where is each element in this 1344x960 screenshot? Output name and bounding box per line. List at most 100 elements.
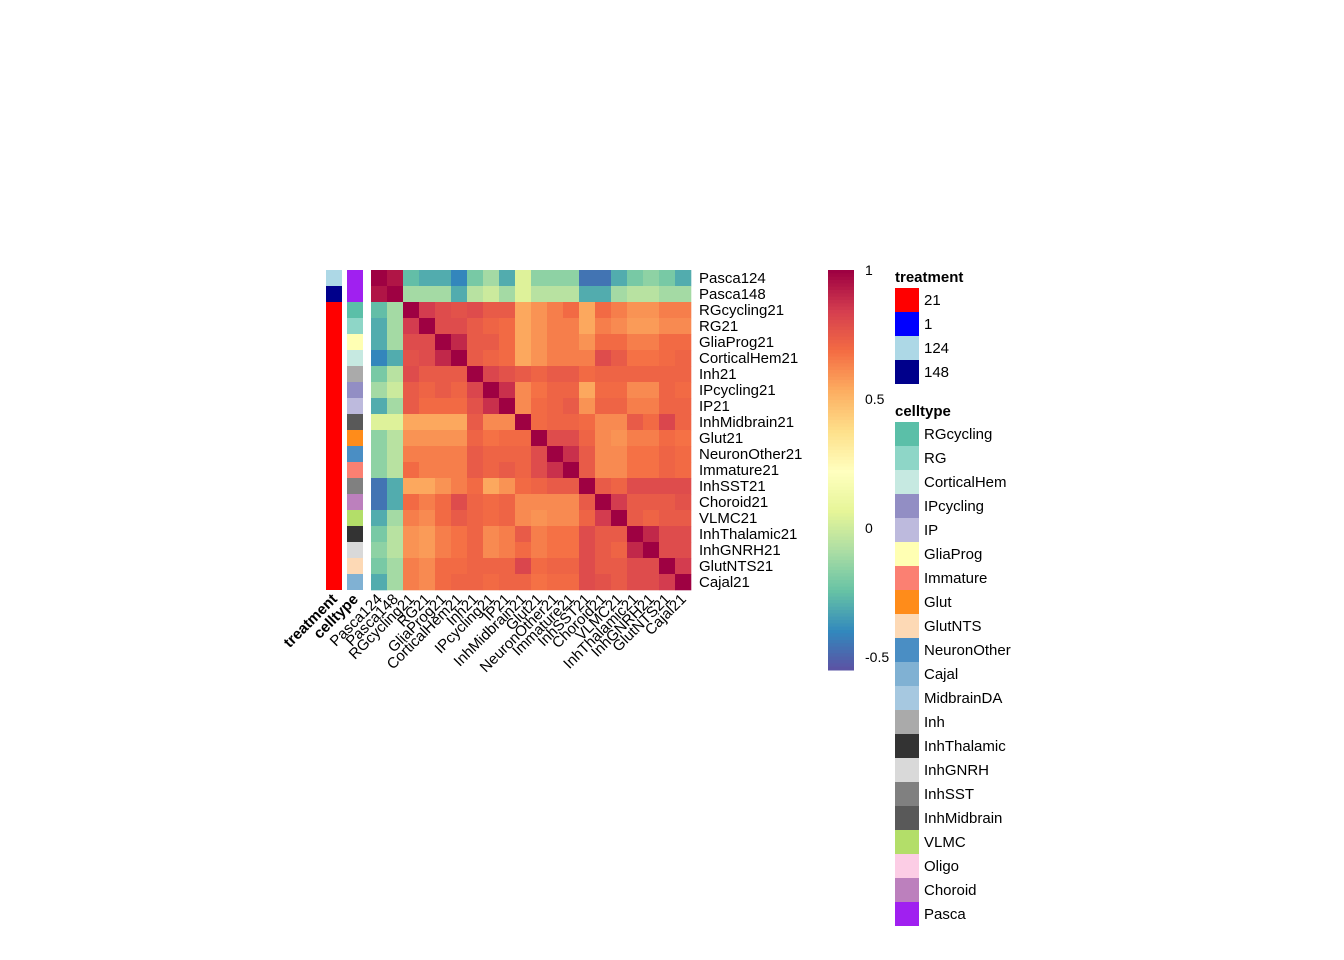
heatmap-cell	[483, 510, 500, 527]
heatmap-cell	[435, 478, 452, 495]
heatmap-cell	[403, 398, 420, 415]
colorbar-step	[828, 576, 854, 581]
colorbar-step	[828, 280, 854, 284]
heatmap-cell	[403, 526, 420, 543]
heatmap-cell	[595, 494, 612, 511]
heatmap-cell	[499, 334, 516, 351]
heatmap-cell	[403, 334, 420, 351]
heatmap-cell	[595, 318, 612, 335]
celltype-cell	[347, 526, 363, 542]
treatment-cell	[326, 574, 342, 590]
heatmap-cell	[403, 494, 420, 511]
colorbar-step	[828, 520, 854, 524]
heatmap-cell	[483, 478, 500, 495]
legend-label: Immature	[924, 570, 987, 587]
heatmap-cell	[595, 446, 612, 463]
colorbar-step	[828, 273, 854, 278]
treatment-cell	[326, 542, 342, 558]
heatmap-cell	[659, 286, 676, 303]
heatmap-cell	[595, 510, 612, 527]
treatment-cell	[326, 318, 342, 334]
colorbar-step	[828, 650, 854, 654]
heatmap-cell	[419, 574, 436, 591]
heatmap-cell	[403, 382, 420, 399]
colorbar-step	[828, 436, 854, 441]
heatmap-cell	[419, 270, 436, 287]
heatmap-cell	[451, 350, 468, 367]
heatmap-cell	[595, 414, 612, 431]
heatmap-cell	[611, 302, 628, 319]
heatmap-cell	[659, 462, 676, 479]
legend-label: Choroid	[924, 882, 977, 899]
heatmap-cell	[643, 270, 660, 287]
heatmap-cell	[419, 414, 436, 431]
celltype-cell	[347, 430, 363, 446]
heatmap-cell	[611, 462, 628, 479]
heatmap-cell	[643, 574, 660, 591]
heatmap-cell	[371, 526, 388, 543]
treatment-cell	[326, 398, 342, 414]
heatmap-cell	[483, 302, 500, 319]
colorbar-step	[828, 603, 854, 608]
heatmap-cell	[387, 478, 404, 495]
legend-swatch	[895, 494, 919, 518]
heatmap-cell	[547, 430, 564, 447]
heatmap-cell	[403, 574, 420, 591]
heatmap-cell	[627, 302, 644, 319]
heatmap-cell	[547, 318, 564, 335]
heatmap-cell	[595, 286, 612, 303]
treatment-cell	[326, 366, 342, 382]
colorbar-step	[828, 470, 854, 474]
heatmap-cell	[563, 270, 580, 287]
colorbar-step	[828, 326, 854, 331]
heatmap-cell	[451, 318, 468, 335]
treatment-legend: treatment 21 1 124 148	[895, 269, 963, 384]
legend-label: InhMidbrain	[924, 810, 1002, 827]
colorbar-step	[828, 523, 854, 528]
heatmap-cell	[659, 574, 676, 591]
heatmap-cell	[515, 334, 532, 351]
treatment-cell	[326, 350, 342, 366]
heatmap-cells	[371, 270, 692, 591]
heatmap-cell	[531, 446, 548, 463]
legend-swatch	[895, 710, 919, 734]
heatmap-cell	[563, 398, 580, 415]
celltype-cell	[347, 414, 363, 430]
heatmap-cell	[659, 542, 676, 559]
legend-swatch	[895, 806, 919, 830]
colorbar-step	[828, 373, 854, 378]
colorbar-step	[828, 296, 854, 301]
heatmap-cell	[403, 430, 420, 447]
heatmap-cell	[451, 462, 468, 479]
colorbar-step	[828, 356, 854, 361]
heatmap-cell	[611, 318, 628, 335]
heatmap-cell	[403, 510, 420, 527]
heatmap-cell	[579, 510, 596, 527]
heatmap-cell	[675, 270, 692, 287]
heatmap-cell	[547, 350, 564, 367]
heatmap-cell	[499, 286, 516, 303]
colorbar-step	[828, 466, 854, 471]
heatmap-cell	[563, 446, 580, 463]
column-labels: Pasca124Pasca148RGcycling21RG21GliaProg2…	[327, 591, 690, 676]
heatmap-cell	[419, 510, 436, 527]
heatmap-cell	[547, 542, 564, 559]
legend-swatch	[895, 360, 919, 384]
heatmap-cell	[595, 382, 612, 399]
heatmap-cell	[627, 334, 644, 351]
heatmap-cell	[451, 302, 468, 319]
legend-swatch	[895, 288, 919, 312]
colorbar-step	[828, 316, 854, 321]
legend-label: GlutNTS	[924, 618, 982, 635]
legend-swatch	[895, 312, 919, 336]
heatmap-cell	[387, 318, 404, 335]
colorbar-step	[828, 583, 854, 588]
heatmap-cell	[403, 270, 420, 287]
row-label: Pasca148	[699, 286, 766, 303]
colorbar-step	[828, 620, 854, 624]
heatmap-cell	[515, 366, 532, 383]
heatmap-cell	[547, 446, 564, 463]
heatmap-cell	[659, 526, 676, 543]
celltype-cell	[347, 334, 363, 350]
heatmap-cell	[371, 542, 388, 559]
